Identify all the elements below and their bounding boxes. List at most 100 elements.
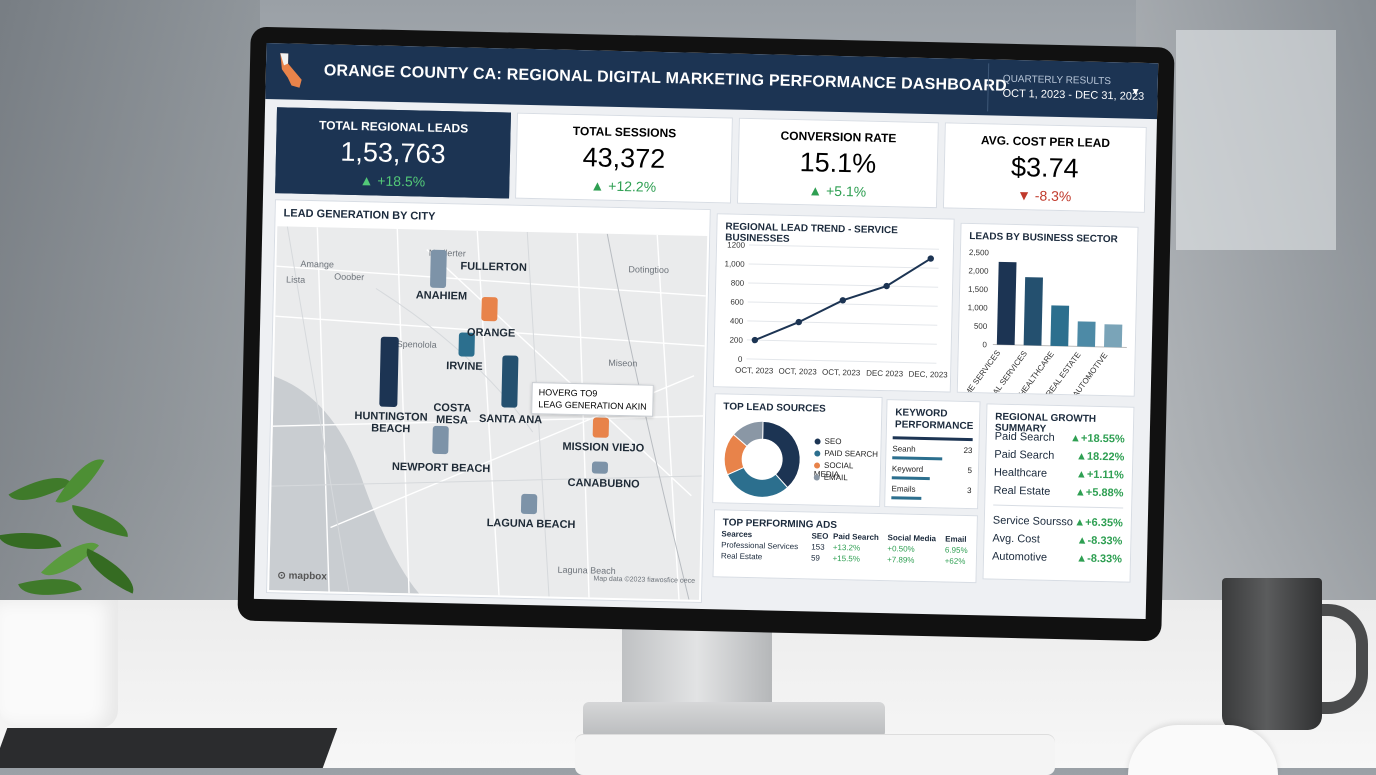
- x-tick-label: DEC, 2023: [908, 370, 948, 380]
- bar: [1023, 277, 1043, 346]
- lead-sources-title: TOP LEAD SOURCES: [723, 401, 826, 415]
- x-tick-label: DEC 2023: [866, 369, 904, 379]
- top-ads-panel: TOP PERFORMING ADS Searces SEO Paid Sear…: [712, 509, 978, 584]
- keyword-title: KEYWORD PERFORMANCE: [895, 407, 974, 433]
- growth-value: ▲+5.88%: [1074, 486, 1124, 500]
- bar: [996, 261, 1017, 346]
- background-wall-left: [0, 0, 260, 640]
- keyword-label: Seanh: [892, 444, 916, 454]
- map-label: Amange: [300, 258, 335, 270]
- y-tick-label: 0: [982, 340, 987, 349]
- table-cell: +62%: [944, 556, 966, 566]
- map-label: Miseon: [608, 357, 638, 369]
- growth-label: Avg. Cost: [992, 532, 1041, 546]
- donut-slice: [732, 420, 764, 447]
- gridline: [748, 282, 939, 288]
- y-tick-label: 600: [730, 298, 744, 307]
- city-label-anaheim: ANAHIEM: [415, 289, 468, 303]
- y-tick-label: 400: [730, 317, 744, 326]
- mapbox-brand: mapbox: [288, 570, 328, 583]
- date-range-label: QUARTERLY RESULTS: [1002, 73, 1112, 88]
- lead-trend-chart[interactable]: 0 200 400 600 800 1,000 1200 OCT, 2023 OCT, 2023…: [714, 236, 953, 391]
- mapbox-logo: ⊙ mapbox: [277, 570, 328, 583]
- data-point: [839, 297, 846, 304]
- table-cell: +7.89%: [887, 555, 915, 565]
- city-label-canabubno: CANABUBNO: [567, 476, 640, 491]
- coffee-mug: [1222, 578, 1322, 730]
- growth-row: Real Estate ▲+5.88%: [993, 485, 1123, 500]
- legend-dot: [814, 450, 821, 457]
- growth-value-text: +18.55%: [1080, 432, 1125, 446]
- down-arrow-icon: ▼: [1016, 187, 1035, 204]
- dashboard-screen: ORANGE COUNTY CA: REGIONAL DIGITAL MARKE…: [253, 42, 1159, 620]
- keyword-row: Keyword 5: [891, 464, 972, 481]
- map-bar-canabubno[interactable]: [591, 461, 609, 474]
- kpi-delta: ▲ +5.1%: [738, 181, 936, 201]
- legend-dot: [813, 462, 821, 469]
- gridline: [747, 320, 938, 326]
- map-bar-laguna-beach[interactable]: [520, 493, 538, 515]
- kpi-conversion-rate: CONVERSION RATE 15.1% ▲ +5.1%: [736, 117, 939, 209]
- sector-panel: LEADS BY BUSINESS SECTOR 0 500 1,000 1,500 2…: [956, 222, 1139, 397]
- sector-title: LEADS BY BUSINESS SECTOR: [969, 230, 1118, 246]
- legend-label: SEO: [824, 436, 842, 447]
- map-bar-mission-viejo[interactable]: [592, 417, 610, 438]
- keyword-label: Keyword: [891, 464, 924, 474]
- keyword-bar: [892, 456, 942, 461]
- map-panel: LEAD GENERATION BY CITY Nedlerter Amange…: [266, 199, 711, 603]
- lead-sources-donut[interactable]: [719, 416, 811, 502]
- gridline: [747, 301, 938, 307]
- y-tick-label: 0: [738, 355, 743, 364]
- y-tick-label: 1,500: [968, 285, 989, 294]
- table-cell: +15.5%: [832, 553, 861, 564]
- kpi-delta: ▲ +12.2%: [516, 176, 730, 197]
- table-header: Email: [945, 534, 967, 544]
- map-tooltip: HOVERG TO9 LEAG GENERATION AKIN: [531, 382, 655, 417]
- up-arrow-icon: ▲: [359, 172, 378, 189]
- growth-value: ▲+6.35%: [1074, 516, 1123, 530]
- kpi-title: AVG. COST PER LEAD: [980, 133, 1111, 151]
- date-range-value: OCT 1, 2023 - DEC 31, 2023: [1002, 87, 1145, 103]
- map-bar-huntington-beach[interactable]: [379, 336, 399, 408]
- kpi-value: 43,372: [582, 142, 666, 175]
- growth-row: Healthcare ▲+1.11%: [994, 467, 1124, 482]
- map-label: Ooober: [334, 271, 365, 283]
- city-label-laguna-beach: LAGUNA BEACH: [486, 517, 576, 532]
- table-cell: 6.95%: [944, 545, 968, 555]
- city-label-fullerton: FULLERTON: [460, 260, 527, 274]
- donut-slice: [762, 420, 801, 489]
- growth-row: Service Soursso ▲+6.35%: [993, 515, 1123, 530]
- y-tick-label: 2,000: [968, 266, 989, 275]
- mouse: [1128, 725, 1278, 775]
- map-bar-santa-ana[interactable]: [501, 355, 519, 408]
- kpi-delta: ▲ +18.5%: [276, 170, 508, 191]
- map-bar-fullerton[interactable]: [429, 249, 447, 289]
- growth-row: Paid Search ▲18.22%: [994, 449, 1124, 464]
- up-arrow-icon: ▲: [590, 177, 609, 194]
- city-label-orange: ORANGE: [466, 326, 516, 340]
- city-map[interactable]: Nedlerter Amange Lista Ooober Spenolola …: [269, 226, 708, 600]
- growth-row: Avg. Cost ▲-8.33%: [992, 533, 1122, 548]
- growth-value-text: -8.33%: [1087, 552, 1123, 566]
- date-range-selector[interactable]: QUARTERLY RESULTS OCT 1, 2023 - DEC 31, …: [987, 63, 1154, 116]
- y-tick-label: 200: [729, 336, 743, 345]
- chevron-down-icon[interactable]: ▼: [1130, 86, 1141, 98]
- kpi-title: TOTAL REGIONAL LEADS: [318, 118, 469, 136]
- growth-label: Paid Search: [994, 430, 1055, 444]
- gridline: [748, 263, 939, 269]
- y-tick-label: 1200: [727, 240, 746, 249]
- x-tick-label: OCT, 2023: [778, 367, 817, 377]
- data-point: [795, 318, 802, 326]
- map-label: Dotingtioo: [628, 264, 670, 276]
- growth-row: Automotive ▲-8.33%: [992, 551, 1122, 566]
- map-bar-orange[interactable]: [481, 296, 498, 322]
- growth-divider: [993, 504, 1124, 509]
- data-point: [751, 336, 759, 344]
- growth-value-text: +1.11%: [1086, 468, 1125, 482]
- keyword-row: Emails 3: [891, 484, 972, 500]
- city-label-costa-mesa: COSTA MESA: [433, 401, 472, 427]
- growth-label: Healthcare: [993, 466, 1048, 480]
- kpi-value: 15.1%: [799, 147, 877, 179]
- map-bar-newport-beach[interactable]: [432, 425, 449, 455]
